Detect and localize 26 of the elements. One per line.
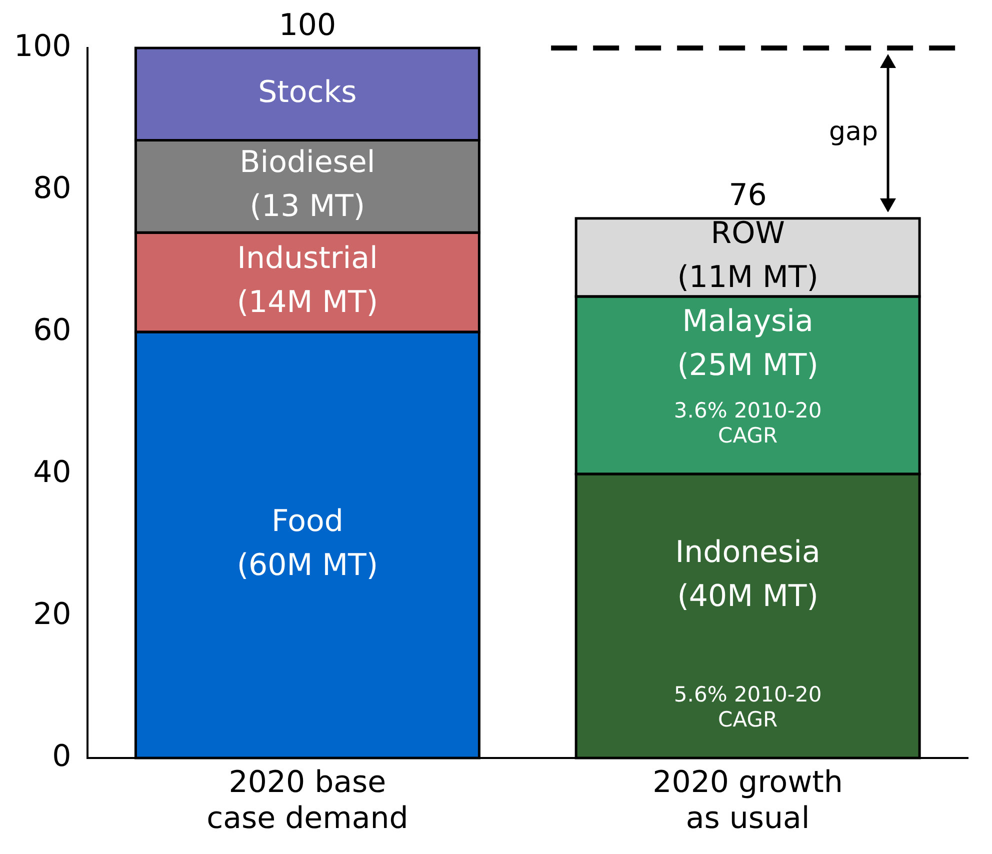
- annotation: 5.6% 2010-20 CAGR: [674, 682, 822, 732]
- data-label: (40M MT): [677, 578, 818, 614]
- data-label: (25M MT): [677, 348, 818, 384]
- data-label: (60M MT): [236, 548, 378, 583]
- y-tick-label: 40: [33, 454, 72, 490]
- series-label: Industrial: [237, 241, 378, 276]
- y-tick-label: 0: [52, 738, 72, 774]
- y-tick-label: 20: [33, 596, 72, 632]
- series-label: Food: [271, 504, 344, 539]
- y-tick-label: 80: [33, 170, 72, 206]
- annotation: gap: [829, 116, 878, 147]
- y-tick-label: 60: [33, 312, 72, 348]
- total-label: 76: [728, 178, 767, 214]
- data-label: (13 MT): [250, 189, 366, 224]
- annotation: 3.6% 2010-20 CAGR: [674, 398, 822, 448]
- data-label: (11M MT): [677, 260, 818, 296]
- x-tick-label: 2020 base case demand: [206, 764, 408, 836]
- series-label: Malaysia: [682, 304, 814, 340]
- total-label: 100: [278, 8, 336, 43]
- x-tick-label: 2020 growth as usual: [652, 764, 843, 836]
- y-tick-label: 100: [14, 28, 72, 64]
- series-label: ROW: [710, 216, 785, 252]
- data-label: (14M MT): [236, 285, 378, 320]
- series-label: Indonesia: [675, 534, 820, 570]
- series-label: Biodiesel: [240, 145, 376, 180]
- series-label: Stocks: [258, 74, 357, 110]
